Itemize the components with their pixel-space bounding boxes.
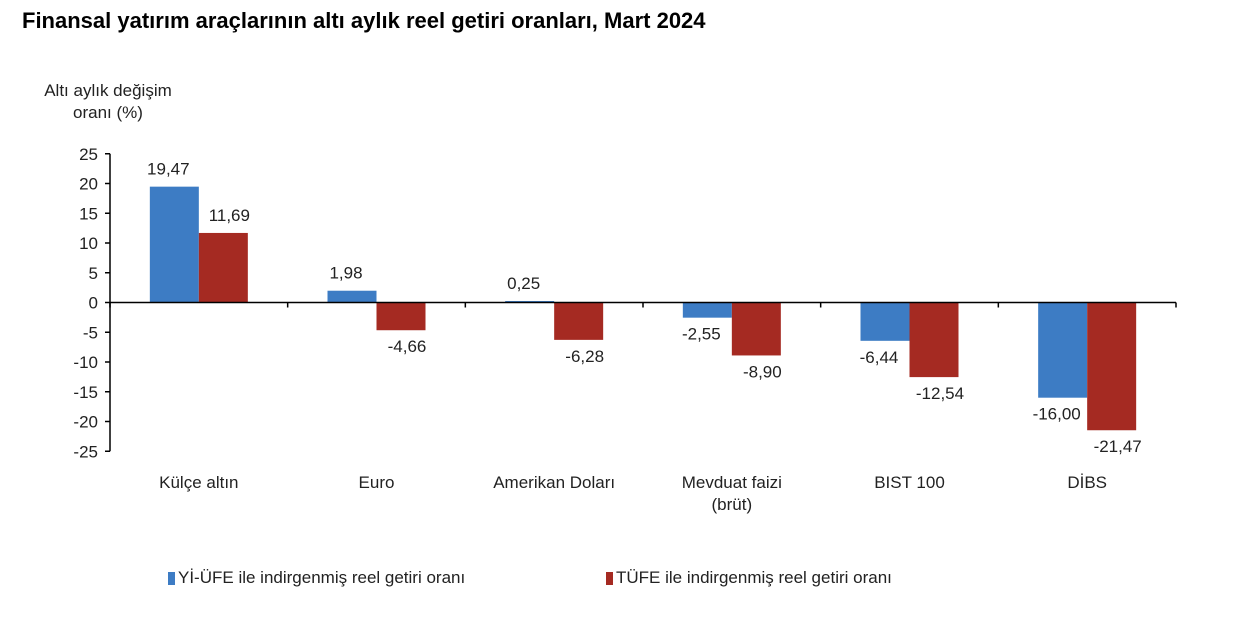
data-label: -8,90 xyxy=(743,362,782,381)
data-label: -6,44 xyxy=(860,348,899,367)
data-label: 11,69 xyxy=(209,206,250,225)
y-axis-label: Altı aylık değişim oranı (%) xyxy=(44,81,172,122)
x-tick-label: Euro xyxy=(359,473,395,492)
bar-yiufe xyxy=(860,302,910,341)
bar-tufe xyxy=(376,302,426,331)
data-label: -2,55 xyxy=(682,325,721,344)
bar-tufe xyxy=(554,302,604,340)
bar-yiufe xyxy=(149,186,199,303)
data-label: 19,47 xyxy=(147,160,190,179)
y-tick-label: 15 xyxy=(79,204,98,223)
data-label: 1,98 xyxy=(329,264,362,283)
x-tick-label: Külçe altın xyxy=(159,473,238,492)
x-tick-label: (brüt) xyxy=(712,495,753,514)
legend-label: Yİ-ÜFE ile indirgenmiş reel getiri oranı xyxy=(178,568,466,587)
legend-swatch-blue xyxy=(168,571,175,585)
data-label: -16,00 xyxy=(1033,405,1081,424)
chart-title: Finansal yatırım araçlarının altı aylık … xyxy=(22,8,706,33)
data-label: -21,47 xyxy=(1094,437,1142,456)
legend-item-tufe: TÜFE ile indirgenmiş reel getiri oranı xyxy=(606,568,892,588)
data-label: 0,25 xyxy=(507,274,540,293)
data-label: -4,66 xyxy=(388,337,427,356)
bar-yiufe xyxy=(1038,302,1088,398)
bar-yiufe xyxy=(682,302,732,318)
x-tick-label: Mevduat faizi xyxy=(682,473,782,492)
bar-tufe xyxy=(1087,302,1137,431)
bar-tufe xyxy=(731,302,781,356)
y-tick-label: 20 xyxy=(79,175,98,194)
y-tick-label: -15 xyxy=(73,383,98,402)
y-tick-label: -5 xyxy=(83,323,98,342)
legend-swatch-red xyxy=(606,571,613,585)
legend-label: TÜFE ile indirgenmiş reel getiri oranı xyxy=(616,568,892,587)
x-tick-label: BIST 100 xyxy=(874,473,945,492)
y-tick-label: 10 xyxy=(79,234,98,253)
y-tick-label: 5 xyxy=(89,264,98,283)
y-tick-label: 0 xyxy=(89,294,98,313)
legend-item-yiufe: Yİ-ÜFE ile indirgenmiş reel getiri oranı xyxy=(168,568,465,588)
y-tick-label: 25 xyxy=(79,145,98,164)
x-tick-label: DİBS xyxy=(1067,473,1107,492)
y-tick-label: -10 xyxy=(73,353,98,372)
data-label: -12,54 xyxy=(916,384,964,403)
x-tick-label: Amerikan Doları xyxy=(493,473,615,492)
bar-yiufe xyxy=(327,290,377,303)
y-tick-label: -20 xyxy=(73,413,98,432)
y-tick-label: -25 xyxy=(73,442,98,461)
data-label: -6,28 xyxy=(565,347,604,366)
bar-tufe xyxy=(909,302,959,378)
bar-tufe xyxy=(198,232,248,303)
